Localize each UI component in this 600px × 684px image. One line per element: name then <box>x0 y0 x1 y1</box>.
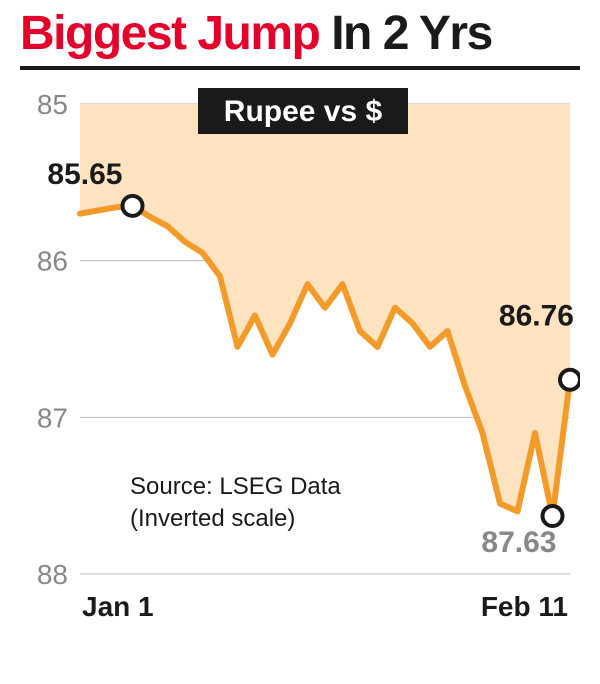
x-end-label: Feb 11 <box>481 591 568 622</box>
y-tick-label: 87 <box>37 402 68 433</box>
headline: Biggest Jump In 2 Yrs <box>0 0 600 66</box>
headline-black: In 2 Yrs <box>331 7 492 60</box>
y-tick-label: 88 <box>37 559 68 590</box>
data-callout: 86.76 <box>499 300 574 333</box>
data-callout: 87.63 <box>481 526 556 559</box>
y-tick-label: 86 <box>37 246 68 277</box>
data-callout: 85.65 <box>47 158 122 191</box>
data-marker <box>560 370 580 390</box>
data-marker <box>123 196 143 216</box>
source-text: Source: LSEG Data <box>130 473 341 500</box>
chart-banner-text: Rupee vs $ <box>224 95 383 128</box>
y-tick-label: 85 <box>37 89 68 120</box>
chart-svg: 85 86 87 88 Rupee vs $ 85.65 87.63 86.76 Jan 1 Fe… <box>20 84 580 644</box>
x-start-label: Jan 1 <box>82 591 154 622</box>
source-text: (Inverted scale) <box>130 505 295 532</box>
rupee-chart: 85 86 87 88 Rupee vs $ 85.65 87.63 86.76 Jan 1 Fe… <box>20 84 580 644</box>
headline-red: Biggest Jump <box>20 7 319 60</box>
data-marker <box>543 506 563 526</box>
headline-rule <box>20 66 580 70</box>
